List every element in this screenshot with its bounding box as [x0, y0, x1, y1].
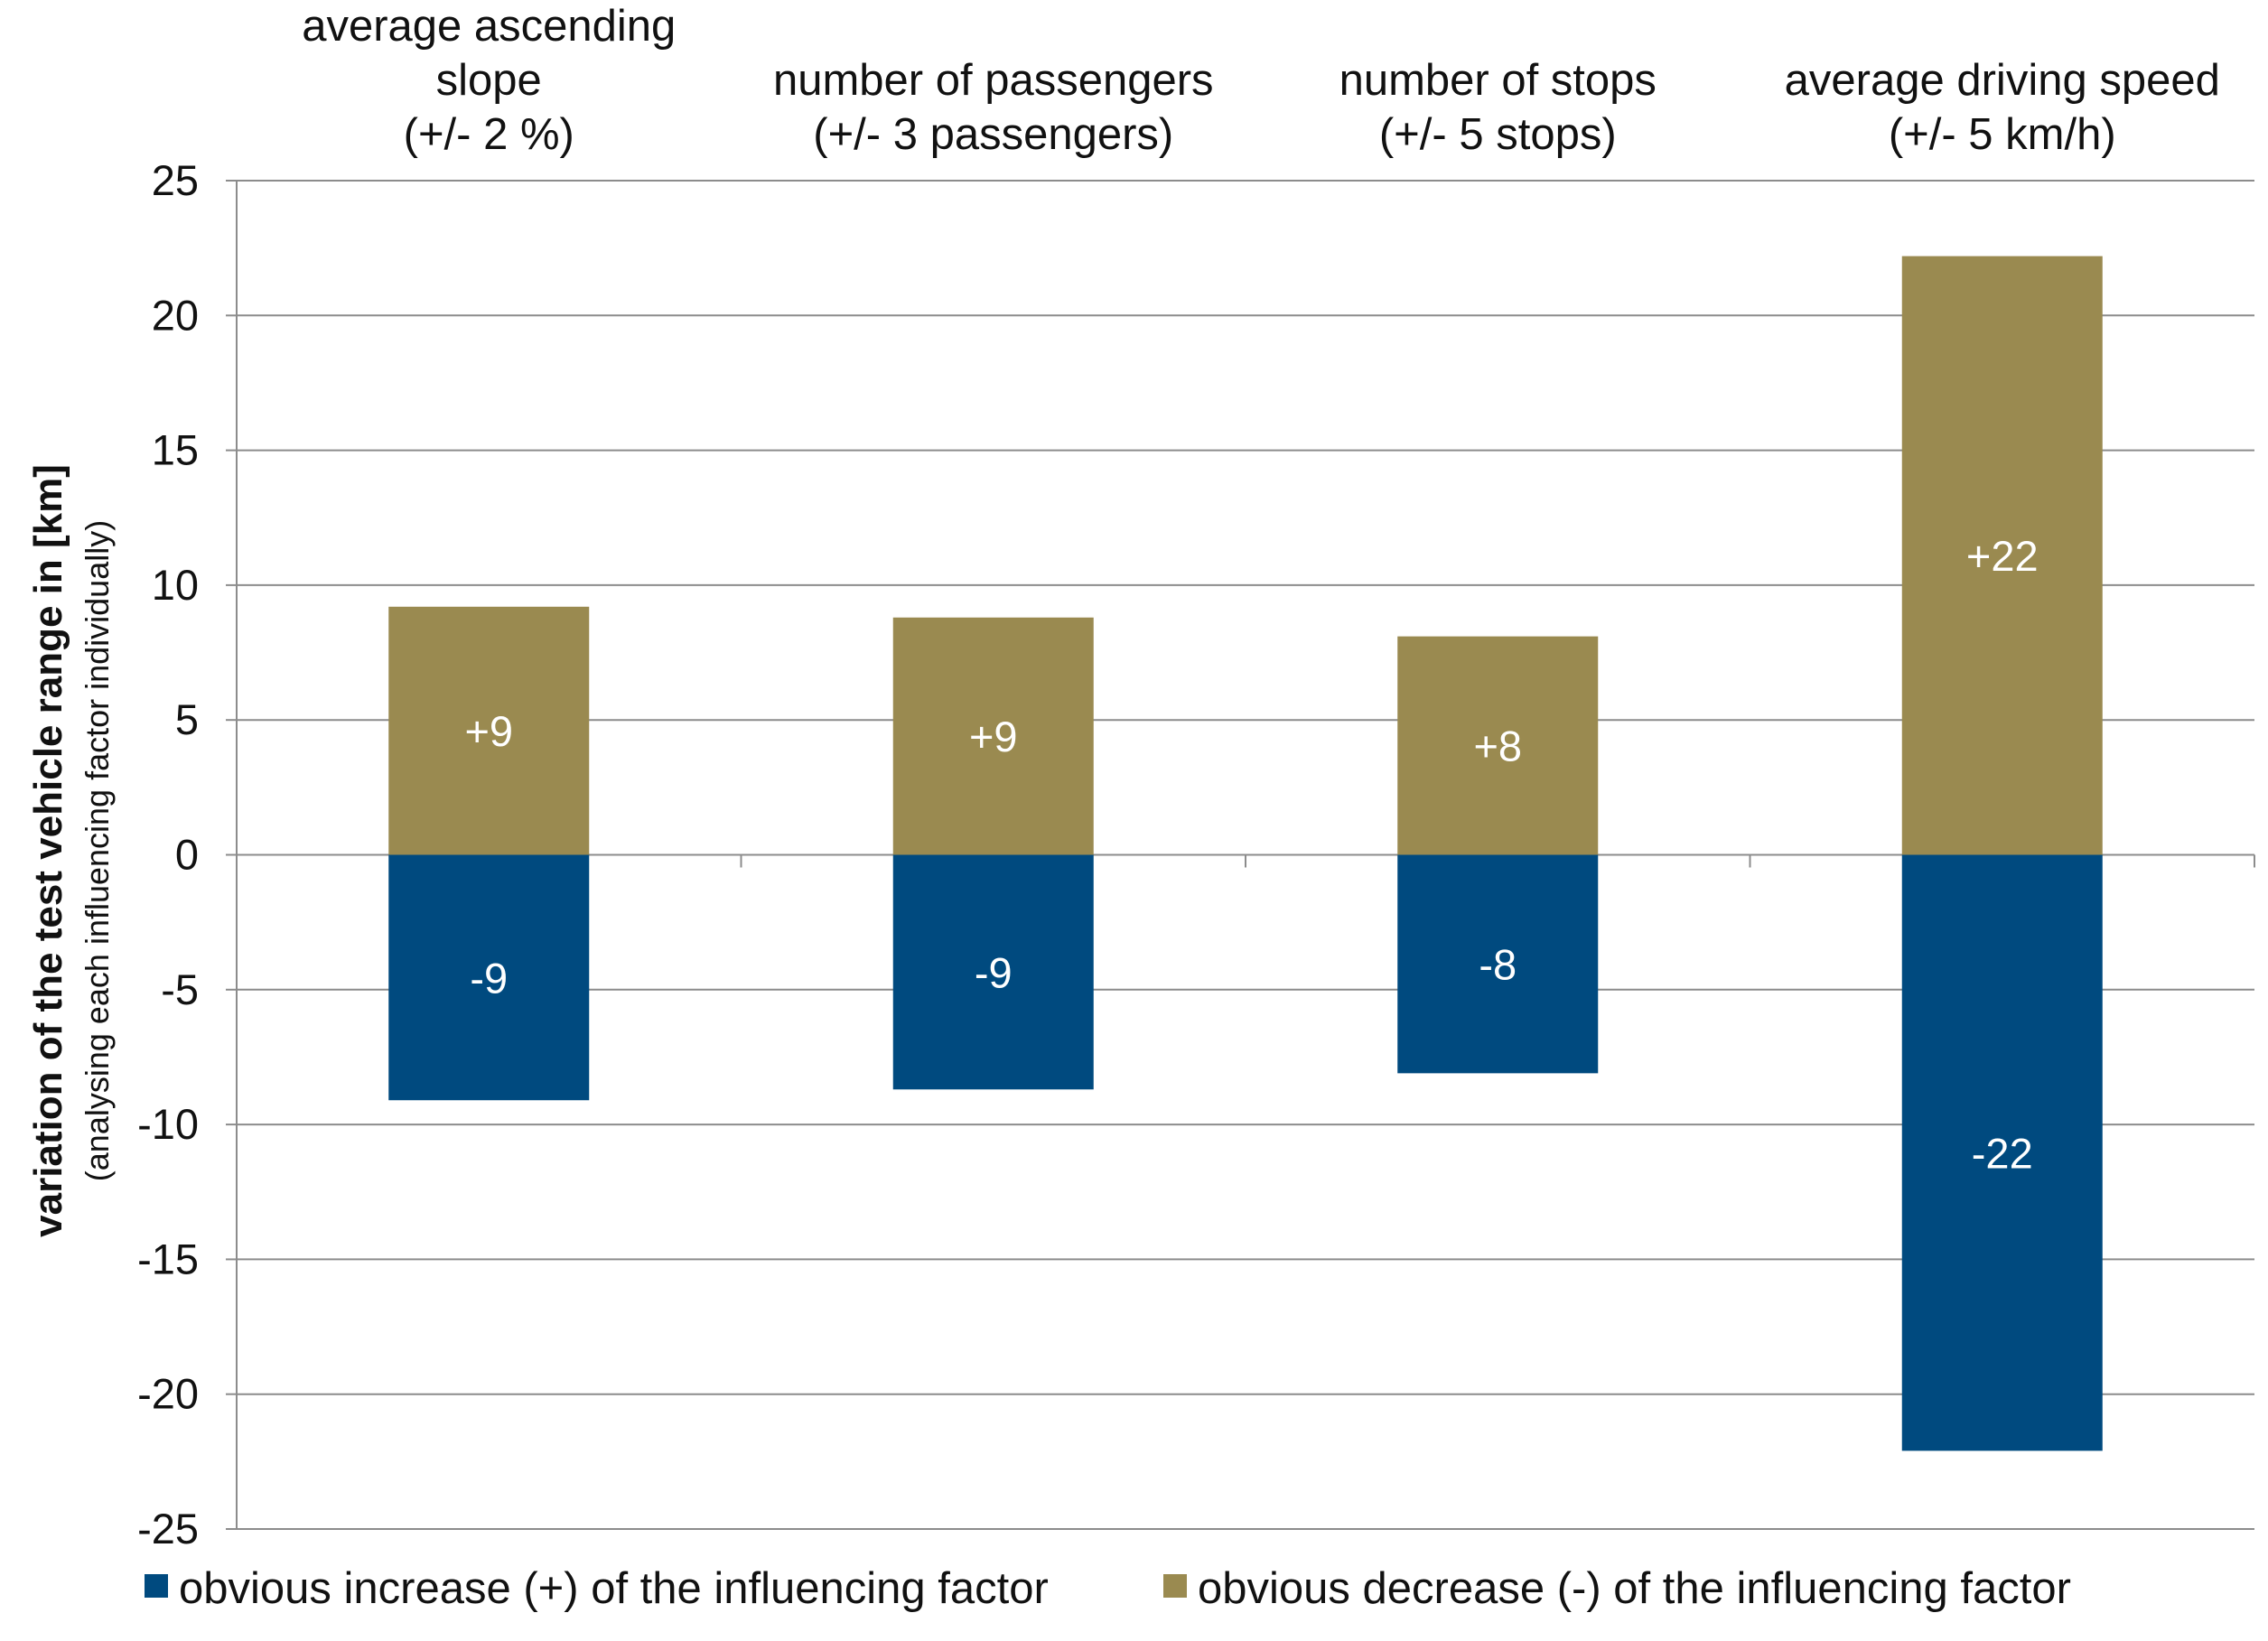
- category-label: number of passengers (+/- 3 passengers): [773, 56, 1214, 159]
- y-tick-label: 15: [152, 426, 199, 474]
- y-tick-label: 5: [175, 695, 199, 743]
- category-label-line: (+/- 5 stops): [1379, 110, 1617, 159]
- bar-decrease: [1397, 636, 1599, 855]
- bar-value-label: -8: [1479, 940, 1517, 988]
- bar-value-label: -9: [975, 948, 1013, 996]
- category-label-line: (+/- 2 %): [404, 110, 574, 159]
- y-tick-label: -10: [137, 1100, 199, 1148]
- bar-decrease: [388, 606, 590, 855]
- y-tick-label: 20: [152, 291, 199, 339]
- y-tick-label: 25: [152, 156, 199, 204]
- legend-label: obvious increase (+) of the influencing …: [179, 1564, 1049, 1613]
- bar-value-label: -9: [470, 954, 508, 1002]
- category-label-line: (+/- 3 passengers): [813, 110, 1173, 159]
- bar-decrease: [1901, 256, 2103, 855]
- legend-swatch: [1163, 1574, 1187, 1598]
- y-axis-title-main: variation of the test vehicle range in […: [26, 464, 70, 1237]
- y-axis-title-sub: (analysing each influencing factor indiv…: [79, 520, 116, 1181]
- y-axis: 25 20 15 10 5 0 -5 -10 -15 -20 -25: [137, 156, 238, 1552]
- category-label-line: slope: [436, 56, 542, 105]
- category-label-line: (+/- 5 km/h): [1889, 110, 2116, 159]
- bar-increase: [1397, 854, 1599, 1074]
- legend-swatch: [145, 1574, 168, 1598]
- y-tick-label: -25: [137, 1505, 199, 1552]
- category-label-line: average ascending: [302, 2, 676, 51]
- x-axis: [236, 854, 2255, 868]
- category-label: average driving speed (+/- 5 km/h): [1785, 56, 2220, 159]
- bar-value-label: +9: [464, 707, 513, 755]
- category-label-line: number of stops: [1339, 56, 1657, 105]
- bar-increase: [892, 854, 1094, 1090]
- bar-increase: [1901, 854, 2103, 1451]
- y-tick-label: -15: [137, 1235, 199, 1282]
- legend-label: obvious decrease (-) of the influencing …: [1198, 1564, 2071, 1613]
- category-labels: average ascending slope (+/- 2 %) number of…: [302, 2, 2220, 159]
- category-label: average ascending slope (+/- 2 %): [302, 2, 676, 159]
- y-tick-label: -5: [161, 965, 199, 1013]
- category-label-line: number of passengers: [773, 56, 1214, 105]
- legend: obvious increase (+) of the influencing …: [145, 1564, 2071, 1613]
- y-tick-label: 10: [152, 561, 199, 609]
- bar-value-label: +22: [1966, 532, 2039, 580]
- y-tick-label: -20: [137, 1370, 199, 1418]
- y-tick-label: 0: [175, 831, 199, 879]
- y-axis-title: variation of the test vehicle range in […: [26, 464, 116, 1237]
- category-label: number of stops (+/- 5 stops): [1339, 56, 1657, 159]
- bar-increase: [388, 854, 590, 1101]
- bar-value-label: +9: [969, 713, 1018, 760]
- bars: -9 -9 -8 -22 +9 +9 +8 +22: [388, 256, 2103, 1451]
- category-label-line: average driving speed: [1785, 56, 2220, 105]
- bar-decrease: [892, 617, 1094, 855]
- bar-value-label: -22: [1972, 1129, 2033, 1177]
- bar-value-label: +8: [1473, 723, 1522, 770]
